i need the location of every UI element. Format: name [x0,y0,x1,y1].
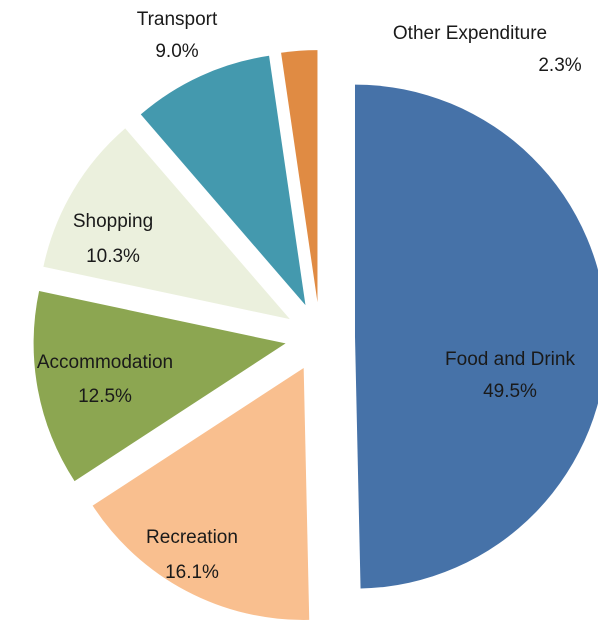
slice-value-label: 10.3% [86,246,140,267]
slice-value-label: 49.5% [483,381,537,402]
slice-label: Shopping [73,211,153,232]
slice-label: Recreation [146,527,238,548]
pie-slice [92,367,310,620]
slice-value-label: 12.5% [78,386,132,407]
slice-label: Accommodation [37,352,173,373]
pie-slice [140,55,306,306]
slice-label: Food and Drink [445,349,575,370]
slice-label: Transport [137,9,218,30]
pie-slice [33,290,286,482]
slice-value-label: 9.0% [155,41,198,62]
pie-slice [281,50,318,303]
slice-label: Other Expenditure [393,23,547,44]
slice-value-label: 2.3% [538,55,581,76]
pie-slice [354,84,598,589]
pie-slice [43,128,290,320]
slice-value-label: 16.1% [165,562,219,583]
